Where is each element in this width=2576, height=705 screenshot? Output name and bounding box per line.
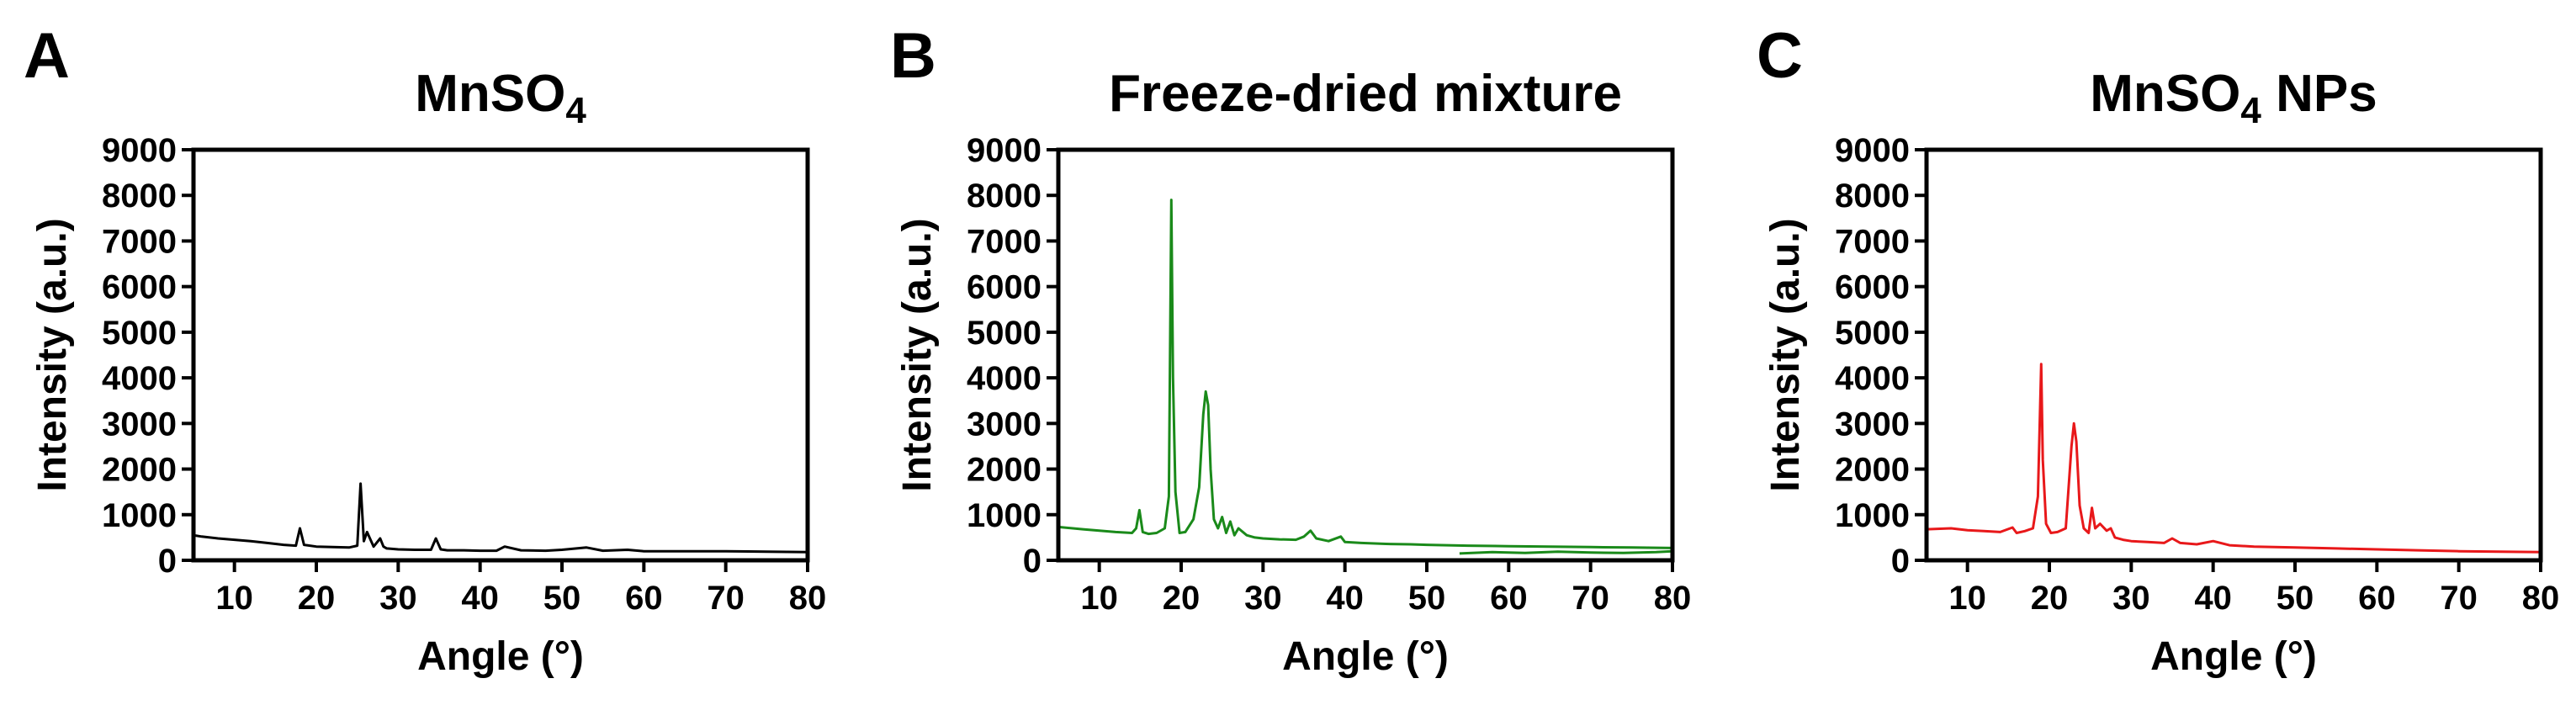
x-tick-label: 30 — [379, 580, 417, 617]
y-tick-label: 0 — [158, 543, 177, 580]
y-tick-label: 2000 — [102, 452, 177, 489]
x-axis-label: Angle (°) — [417, 634, 584, 679]
x-tick-label: 10 — [1080, 580, 1118, 617]
x-tick-label: 50 — [1408, 580, 1446, 617]
x-tick-label: 50 — [2277, 580, 2314, 617]
title-text: Freeze-dried mixture — [1109, 65, 1622, 123]
x-tick-label: 80 — [1654, 580, 1692, 617]
y-tick-label: 8000 — [102, 178, 177, 215]
x-tick-label: 10 — [1948, 580, 1986, 617]
chart-title: MnSO4 NPs — [2090, 65, 2377, 131]
x-tick-label: 10 — [215, 580, 253, 617]
panel-letter: B — [890, 20, 936, 92]
x-tick-label: 40 — [2194, 580, 2232, 617]
chart-title: MnSO4 — [415, 65, 586, 131]
title-subscript: 4 — [565, 90, 586, 131]
y-tick-label: 7000 — [102, 223, 177, 260]
y-tick-label: 1000 — [102, 497, 177, 534]
x-tick-label: 80 — [789, 580, 827, 617]
y-tick-label: 8000 — [1835, 178, 1910, 215]
x-tick-label: 60 — [2358, 580, 2396, 617]
x-tick-label: 20 — [298, 580, 336, 617]
x-axis-label: Angle (°) — [2150, 634, 2317, 679]
y-tick-label: 6000 — [1835, 269, 1910, 306]
y-tick-label: 2000 — [967, 452, 1042, 489]
title-suffix: NPs — [2261, 65, 2377, 123]
series-line-1 — [193, 482, 808, 554]
x-tick-label: 40 — [461, 580, 499, 617]
x-tick-label: 40 — [1326, 580, 1364, 617]
y-tick-label: 3000 — [102, 406, 177, 443]
y-tick-label: 7000 — [967, 223, 1042, 260]
series-line-1 — [1058, 199, 1672, 549]
y-tick-label: 6000 — [967, 269, 1042, 306]
x-tick-label: 70 — [1572, 580, 1609, 617]
x-axis-label: Angle (°) — [1282, 634, 1449, 679]
y-tick-label: 6000 — [102, 269, 177, 306]
y-tick-label: 1000 — [967, 497, 1042, 534]
plot-frame — [191, 147, 810, 563]
y-tick-label: 4000 — [1835, 360, 1910, 397]
panel-c: C MnSO4 NPs 10 20 30 40 50 60 70 80 0 1000 2000 3000 4… — [1757, 20, 2559, 679]
plot-frame — [1924, 147, 2543, 563]
y-tick-label: 1000 — [1835, 497, 1910, 534]
y-tick-label: 2000 — [1835, 452, 1910, 489]
x-tick-label: 80 — [2522, 580, 2560, 617]
y-tick-label: 3000 — [1835, 406, 1910, 443]
y-tick-label: 9000 — [967, 132, 1042, 169]
y-tick-label: 0 — [1891, 543, 1910, 580]
panel-letter: A — [24, 20, 70, 92]
y-tick-label: 5000 — [1835, 315, 1910, 352]
x-tick-label: 50 — [543, 580, 581, 617]
title-subscript: 4 — [2240, 90, 2261, 131]
x-tick-label: 70 — [2440, 580, 2478, 617]
y-tick-label: 8000 — [967, 178, 1042, 215]
y-axis-label: Intensity (a.u.) — [1763, 218, 1808, 491]
x-tick-label: 30 — [2112, 580, 2150, 617]
y-tick-label: 4000 — [967, 360, 1042, 397]
panel-letter: C — [1757, 20, 1803, 92]
y-tick-label: 7000 — [1835, 223, 1910, 260]
y-tick-label: 5000 — [967, 315, 1042, 352]
x-tick-label: 60 — [625, 580, 663, 617]
series-line-1 — [1927, 363, 2541, 554]
y-axis-label: Intensity (a.u.) — [30, 218, 75, 491]
panel-a: A MnSO4 10 20 30 40 50 60 70 80 0 1000 2000 3000 4000 5… — [24, 20, 826, 679]
title-text: MnSO — [2090, 65, 2240, 123]
series-line-2 — [1459, 549, 1672, 555]
chart-title: Freeze-dried mixture — [1109, 65, 1622, 123]
x-tick-label: 60 — [1490, 580, 1528, 617]
y-tick-label: 3000 — [967, 406, 1042, 443]
title-text: MnSO — [415, 65, 565, 123]
panel-b: B Freeze-dried mixture 10 20 30 40 50 60 70 80 0 10… — [890, 20, 1691, 679]
y-tick-label: 9000 — [102, 132, 177, 169]
y-tick-label: 5000 — [102, 315, 177, 352]
y-tick-label: 0 — [1023, 543, 1042, 580]
x-tick-label: 20 — [2031, 580, 2069, 617]
x-tick-label: 30 — [1244, 580, 1282, 617]
x-tick-label: 20 — [1163, 580, 1201, 617]
plot-frame — [1056, 147, 1675, 563]
x-tick-label: 70 — [707, 580, 745, 617]
y-axis-label: Intensity (a.u.) — [895, 218, 940, 491]
y-tick-label: 4000 — [102, 360, 177, 397]
y-tick-label: 9000 — [1835, 132, 1910, 169]
